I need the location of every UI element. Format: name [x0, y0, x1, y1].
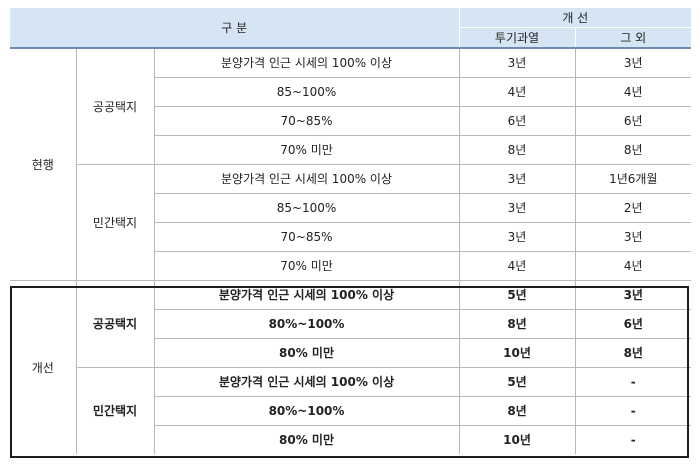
current-section: 현행 공공택지 분양가격 인근 시세의 100% 이상 3년 3년 85~100…	[10, 48, 692, 281]
other-cell: 4년	[575, 251, 692, 281]
table-row: 70~85% 3년 3년	[10, 222, 692, 252]
condition-cell: 85~100%	[154, 77, 460, 107]
other-cell: -	[630, 432, 636, 447]
other-cell: -	[575, 367, 692, 397]
current-group-private: 민간택지	[76, 164, 155, 281]
header-other: 그 외	[575, 27, 692, 48]
speculative-cell: 5년	[459, 367, 576, 397]
current-group-public: 공공택지	[76, 48, 155, 165]
condition-cell: 80%~100%	[154, 309, 460, 339]
table-row: 70% 미만 4년 4년	[10, 251, 692, 281]
condition-cell: 80% 미만	[154, 338, 460, 368]
improved-group-public: 공공택지	[76, 280, 155, 368]
improved-group-private: 민간택지	[76, 367, 155, 454]
speculative-cell: 6년	[459, 106, 576, 136]
header-category: 구 분	[10, 8, 460, 48]
condition-cell: 분양가격 인근 시세의 100% 이상	[154, 367, 460, 397]
table-row: 현행 공공택지 분양가격 인근 시세의 100% 이상 3년 3년	[10, 48, 692, 281]
speculative-cell: 8년	[459, 135, 576, 165]
condition-cell: 70~85%	[154, 222, 460, 252]
condition-cell: 80% 미만	[154, 425, 460, 454]
improved-section: 개선 공공택지 분양가격 인근 시세의 100% 이상 5년 3년 80%~10…	[10, 280, 692, 454]
speculative-cell: 8년	[459, 396, 576, 426]
speculative-cell: 4년	[459, 77, 576, 107]
speculative-cell: 5년	[459, 280, 576, 310]
other-cell: 1년6개월	[575, 164, 692, 194]
table-row: 85~100% 4년 4년	[10, 77, 692, 107]
condition-cell: 70% 미만	[154, 251, 460, 281]
speculative-cell: 3년	[459, 193, 576, 223]
speculative-cell: 3년	[459, 164, 576, 194]
table-row: 70~85% 6년 6년	[10, 106, 692, 136]
table-row: 70% 미만 8년 8년	[10, 135, 692, 165]
other-cell: 4년	[575, 77, 692, 107]
resale-restriction-table: 구 분 개 선 투기과열 그 외 현행 공공택지 분양가격 인근 시세의 100…	[10, 8, 692, 454]
other-cell: 3년	[575, 48, 692, 78]
table-row: 80% 미만 10년 -	[10, 425, 691, 454]
other-cell: 2년	[575, 193, 692, 223]
condition-cell: 80%~100%	[154, 396, 460, 426]
speculative-cell: 10년	[459, 425, 576, 454]
table-row: 80%~100% 8년 -	[10, 396, 692, 426]
table-row: 민간택지 분양가격 인근 시세의 100% 이상 5년 -	[10, 367, 692, 454]
other-cell: -	[575, 396, 692, 426]
table-row: 80% 미만 10년 8년	[10, 338, 692, 368]
other-cell: 8년	[575, 338, 692, 368]
speculative-cell: 4년	[459, 251, 576, 281]
improved-label: 개선	[10, 280, 77, 454]
condition-cell: 85~100%	[154, 193, 460, 223]
other-cell: 6년	[575, 106, 692, 136]
condition-cell: 분양가격 인근 시세의 100% 이상	[154, 164, 460, 194]
header-improvement: 개 선	[459, 8, 692, 28]
condition-cell: 70% 미만	[154, 135, 460, 165]
condition-cell: 70~85%	[154, 106, 460, 136]
speculative-cell: 10년	[459, 338, 576, 368]
condition-cell: 분양가격 인근 시세의 100% 이상	[154, 48, 460, 78]
other-cell: 3년	[575, 280, 692, 310]
table-row: 80%~100% 8년 6년	[10, 309, 692, 339]
other-cell: 6년	[575, 309, 692, 339]
other-cell: 3년	[575, 222, 692, 252]
table-header: 구 분 개 선 투기과열 그 외	[10, 8, 692, 48]
header-speculative: 투기과열	[459, 27, 576, 48]
table-row: 민간택지 분양가격 인근 시세의 100% 이상 3년 1년6개월	[10, 164, 692, 281]
current-label: 현행	[10, 48, 77, 281]
other-cell: 8년	[575, 135, 692, 165]
condition-cell: 분양가격 인근 시세의 100% 이상	[154, 280, 460, 310]
speculative-cell: 3년	[459, 48, 576, 78]
speculative-cell: 3년	[459, 222, 576, 252]
table-row: 개선 공공택지 분양가격 인근 시세의 100% 이상 5년 3년	[10, 280, 692, 454]
table-row: 85~100% 3년 2년	[10, 193, 692, 223]
speculative-cell: 8년	[459, 309, 576, 339]
